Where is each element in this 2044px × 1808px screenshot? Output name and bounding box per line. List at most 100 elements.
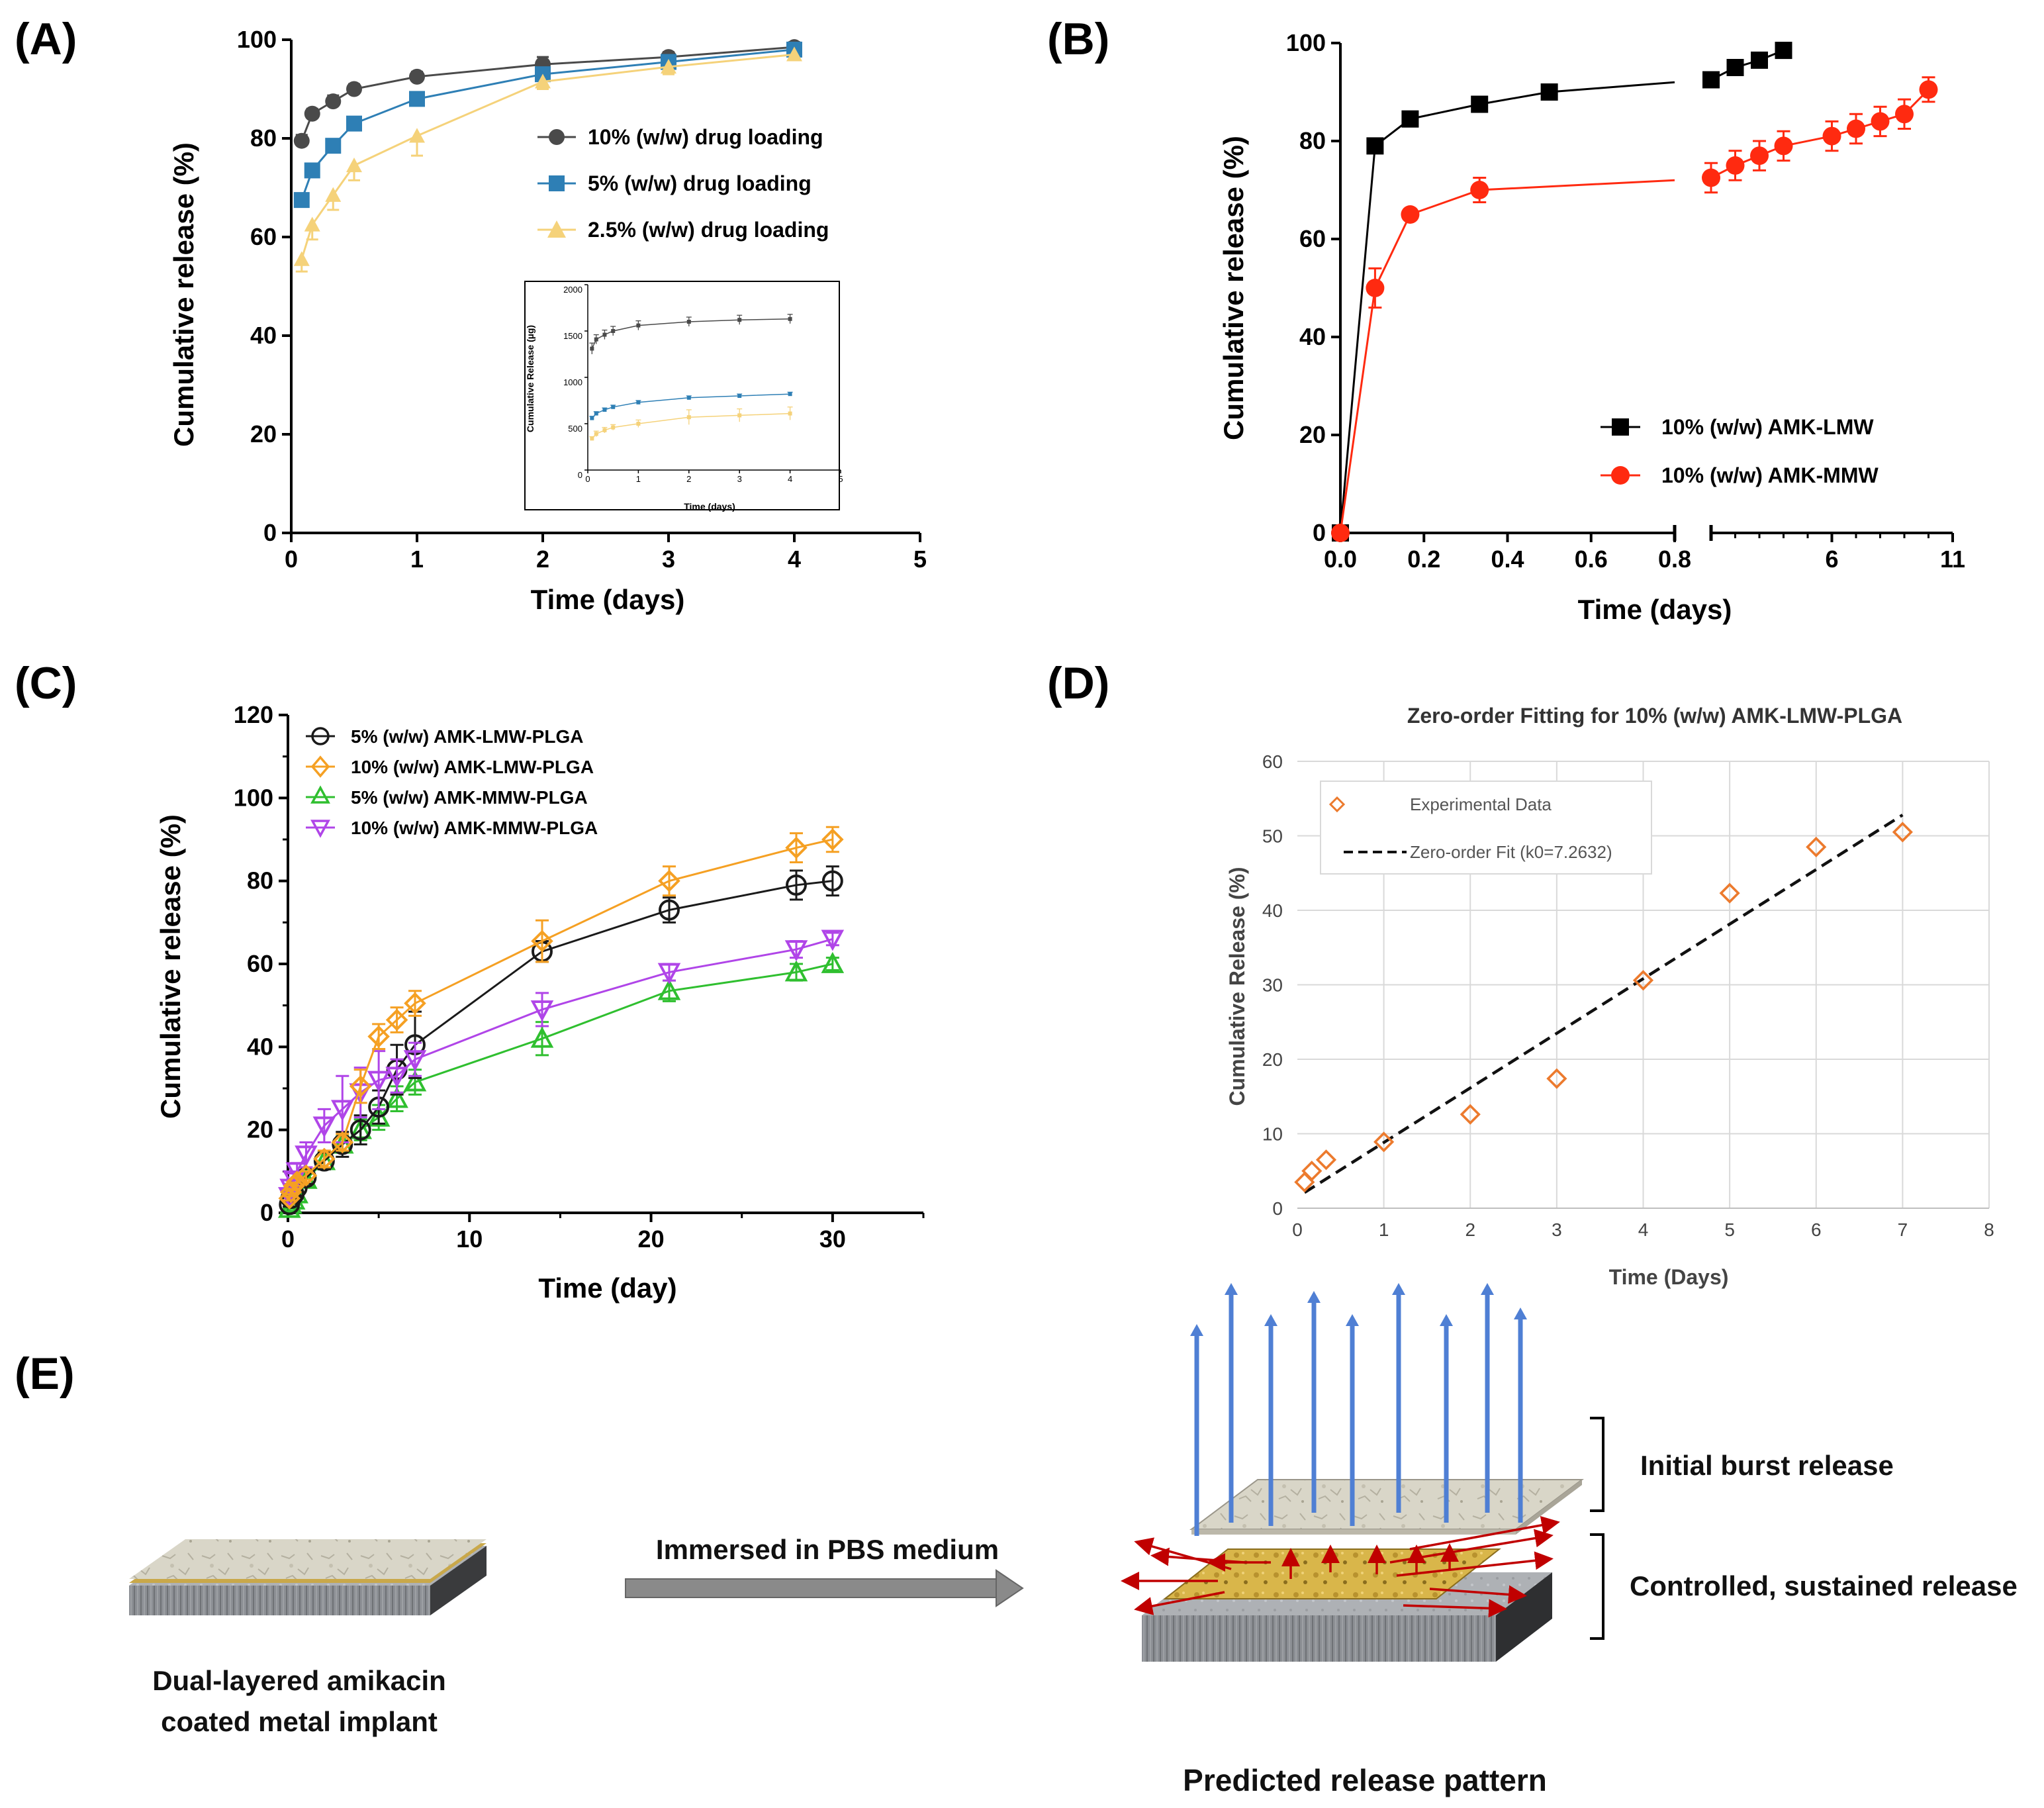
b-xtick-label: 0.6 [1575, 546, 1608, 573]
panel-label-e: (E) [15, 1349, 75, 1399]
c-point-2-13 [784, 960, 808, 982]
d-legend: Experimental Data Zero-order Fit (k0=7.2… [1320, 781, 1652, 875]
d-ytick-label: 20 [1262, 1049, 1283, 1070]
b-ylabel: Cumulative release (%) [1218, 136, 1249, 440]
red-arrow [1409, 1515, 1560, 1550]
a-point-0-2 [325, 93, 342, 110]
a-inset-xtick-label: 3 [737, 474, 742, 484]
red-arrow [1403, 1599, 1507, 1618]
c-point-2-9 [385, 1086, 408, 1108]
a-inset-point-0-0 [590, 346, 594, 351]
a-inset-point-0-3 [611, 329, 616, 333]
b-legend-mmw: 10% (w/w) AMK-MMW [1661, 463, 1879, 487]
a-inset-point-0-2 [602, 332, 607, 337]
a-point-0-4 [409, 68, 425, 85]
b-xtick-label: 11 [1940, 546, 1965, 573]
red-arrow [1134, 1591, 1225, 1615]
c-xtick-label: 20 [638, 1225, 665, 1253]
d-ytick-label: 40 [1262, 900, 1283, 921]
a-xtick-label: 5 [913, 546, 927, 573]
a-ytick-label: 60 [250, 223, 277, 250]
sustained-release-arrows [1121, 1515, 1560, 1618]
d-ytick-label: 60 [1262, 751, 1283, 772]
a-legend-marker-5 [549, 175, 565, 191]
a-inset-point-1-4 [636, 400, 641, 404]
d-point-5 [1546, 1068, 1567, 1089]
a-point-2-0 [293, 251, 310, 266]
b-point-1-9 [1847, 119, 1865, 138]
b-point-0-8 [1775, 42, 1792, 60]
c-xtick-label: 30 [819, 1225, 846, 1253]
coated-implant-illustration [129, 1539, 487, 1615]
schematic-e: Dual-layered amikacin coated metal impla… [129, 1283, 2018, 1797]
c-legend-0: 5% (w/w) AMK-LMW-PLGA [351, 726, 583, 747]
c-ytick-label: 80 [247, 867, 273, 894]
red-arrow [1389, 1529, 1554, 1564]
implant-caption-line1: Dual-layered amikacin [152, 1665, 446, 1696]
a-inset-xlabel: Time (days) [684, 501, 735, 512]
a-point-2-2 [325, 187, 342, 202]
a-inset-point-2-5 [686, 415, 691, 420]
chart-b: 0.0 0.2 0.4 0.6 0.8 6 11 0 20 40 60 80 100 Time (day… [1218, 29, 1965, 625]
a-point-2-6 [661, 58, 676, 74]
b-point-0-7 [1751, 51, 1768, 69]
a-inset-point-1-0 [590, 416, 594, 420]
a-inset-xtick-label: 1 [636, 474, 641, 484]
a-inset-point-0-4 [636, 323, 641, 328]
c-series-line-3 [288, 937, 833, 1197]
panel-label-c: (C) [15, 658, 77, 708]
pattern-caption: Predicted release pattern [1183, 1763, 1547, 1797]
burst-bracket [1590, 1417, 1604, 1512]
b-point-0-5 [1702, 71, 1720, 89]
b-point-1-5 [1726, 156, 1745, 175]
b-point-1-4 [1702, 168, 1720, 187]
c-legend-3: 10% (w/w) AMK-MMW-PLGA [351, 818, 598, 838]
c-legend: 5% (w/w) AMK-LMW-PLGA 10% (w/w) AMK-LMW-… [306, 726, 598, 838]
c-point-2-12 [657, 978, 681, 1000]
c-point-2-10 [403, 1070, 427, 1092]
c-point-1-14 [821, 828, 844, 851]
a-point-1-3 [346, 115, 362, 132]
b-ytick-label: 60 [1299, 225, 1326, 252]
c-xlabel: Time (day) [538, 1272, 676, 1304]
a-legend-25: 2.5% (w/w) drug loading [588, 218, 829, 242]
c-point-2-8 [367, 1105, 391, 1127]
c-point-3-10 [403, 1050, 427, 1072]
c-ytick-label: 100 [234, 784, 273, 811]
c-point-3-9 [385, 1067, 408, 1088]
a-inset-point-0-5 [686, 320, 691, 324]
d-point-3 [1373, 1131, 1395, 1153]
c-xtick-label: 10 [456, 1225, 483, 1253]
c-legend-marker-1 [310, 755, 330, 778]
d-ytick-label: 10 [1262, 1124, 1283, 1145]
a-point-1-2 [325, 138, 342, 154]
b-point-1-2 [1401, 205, 1420, 224]
c-point-2-14 [821, 951, 845, 973]
a-xtick-label: 4 [788, 546, 801, 573]
sustained-release-label: Controlled, sustained release [1630, 1570, 2018, 1601]
burst-release-arrows [1190, 1283, 1527, 1536]
d-point-4 [1460, 1104, 1481, 1125]
d-ytick-label: 50 [1262, 826, 1283, 847]
c-point-1-11 [531, 929, 553, 953]
red-arrow [1429, 1585, 1527, 1604]
c-point-3-4 [295, 1145, 318, 1167]
d-title: Zero-order Fitting for 10% (w/w) AMK-LMW… [1407, 704, 1902, 728]
a-inset-point-1-7 [788, 392, 792, 397]
d-point-8 [1806, 836, 1827, 857]
c-point-0-13 [786, 874, 807, 896]
panel-label-d: (D) [1047, 658, 1109, 708]
c-ytick-label: 120 [234, 701, 273, 728]
burst-release-label: Initial burst release [1640, 1450, 1894, 1481]
b-point-1-10 [1871, 112, 1890, 131]
b-legend-marker-mmw [1611, 466, 1630, 485]
a-inset-ytick-label: 1500 [563, 331, 582, 341]
a-point-2-5 [535, 73, 551, 89]
a-inset-point-1-3 [611, 404, 616, 409]
d-xlabel: Time (Days) [1609, 1265, 1729, 1289]
red-arrow [1396, 1551, 1554, 1577]
c-point-1-5 [313, 1147, 336, 1170]
b-xtick-label: 0.4 [1491, 546, 1524, 573]
chart-d: Zero-order Fitting for 10% (w/w) AMK-LMW… [1225, 704, 1994, 1289]
d-xtick-label: 7 [1898, 1219, 1908, 1240]
